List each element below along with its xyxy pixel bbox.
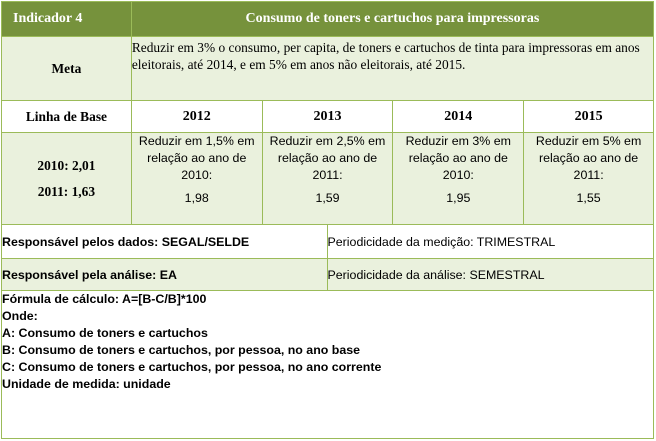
- indicator-number: Indicador 4: [1, 1, 132, 37]
- analysis-periodicity: Periodicidade da análise: SEMESTRAL: [326, 258, 655, 291]
- target-2012-value: 1,98: [184, 191, 209, 205]
- baseline-2011: 2011: 1,63: [37, 183, 96, 199]
- target-2014-value: 1,95: [446, 191, 471, 205]
- measurement-periodicity-value: TRIMESTRAL: [476, 234, 556, 249]
- target-2015-text: Reduzir em 5% em relação ao ano de 2011:: [535, 134, 642, 182]
- measurement-periodicity-label: Periodicidade da medição:: [327, 234, 474, 249]
- data-responsible-value: SEGAL/SELDE: [161, 234, 250, 249]
- formula-line: Onde:: [2, 309, 38, 323]
- indicator-title: Consumo de toners e cartuchos para impre…: [130, 1, 655, 37]
- target-2012: Reduzir em 1,5% em relação ao ano de 201…: [130, 132, 263, 225]
- target-2013-value: 1,59: [315, 191, 340, 205]
- formula-line: A: Consumo de toners e cartuchos: [2, 326, 208, 340]
- year-2015: 2015: [523, 100, 654, 133]
- analysis-responsible-value: EA: [159, 267, 177, 282]
- year-2012: 2012: [130, 100, 263, 133]
- analysis-periodicity-value: SEMESTRAL: [469, 267, 545, 282]
- analysis-responsibility-row: Responsável pela análise: EA Periodicida…: [1, 258, 655, 291]
- formula-cell: Fórmula de cálculo: A=[B-C/B]*100 Onde: …: [1, 290, 654, 439]
- target-2013-text: Reduzir em 2,5% em relação ao ano de 201…: [269, 134, 386, 182]
- formula-line: Unidade de medida: unidade: [2, 377, 171, 391]
- target-2015: Reduzir em 5% em relação ao ano de 2011:…: [523, 132, 654, 225]
- meta-cell: Reduzir em 3% o consumo, per capita, de …: [130, 36, 655, 101]
- target-2012-text: Reduzir em 1,5% em relação ao ano de 201…: [138, 134, 255, 182]
- formula-line: Fórmula de cálculo: A=[B-C/B]*100: [2, 292, 207, 306]
- baseline-2010: 2010: 2,01: [37, 157, 96, 173]
- target-2015-value: 1,55: [576, 191, 601, 205]
- meta-label: Meta: [1, 36, 132, 101]
- meta-row: Meta Reduzir em 3% o consumo, per capita…: [1, 36, 655, 101]
- formula-row: Fórmula de cálculo: A=[B-C/B]*100 Onde: …: [1, 290, 654, 439]
- targets-row: 2010: 2,01 2011: 1,63 Reduzir em 1,5% em…: [1, 132, 654, 225]
- year-2013: 2013: [261, 100, 394, 133]
- target-2013: Reduzir em 2,5% em relação ao ano de 201…: [261, 132, 394, 225]
- header-row: Indicador 4 Consumo de toners e cartucho…: [1, 1, 655, 37]
- analysis-periodicity-label: Periodicidade da análise:: [327, 267, 466, 282]
- formula-line: B: Consumo de toners e cartuchos, por pe…: [2, 343, 361, 357]
- data-responsible: Responsável pelos dados: SEGAL/SELDE: [1, 224, 328, 259]
- data-responsibility-row: Responsável pelos dados: SEGAL/SELDE Per…: [1, 224, 655, 259]
- baseline-values: 2010: 2,01 2011: 1,63: [1, 132, 132, 225]
- year-2014: 2014: [392, 100, 525, 133]
- data-responsible-label: Responsável pelos dados:: [2, 234, 159, 249]
- analysis-responsible-label: Responsável pela análise:: [2, 267, 157, 282]
- target-2014-text: Reduzir em 3% em relação ao ano de 2010:: [405, 134, 511, 182]
- formula-line: C: Consumo de toners e cartuchos, por pe…: [2, 360, 382, 374]
- baseline-label: Linha de Base: [1, 100, 132, 133]
- analysis-responsible: Responsável pela análise: EA: [1, 258, 328, 291]
- meta-text: Reduzir em 3% o consumo, per capita, de …: [131, 40, 640, 72]
- years-row: Linha de Base 2012 2013 2014 2015: [1, 100, 654, 133]
- measurement-periodicity: Periodicidade da medição: TRIMESTRAL: [326, 224, 655, 259]
- target-2014: Reduzir em 3% em relação ao ano de 2010:…: [392, 132, 525, 225]
